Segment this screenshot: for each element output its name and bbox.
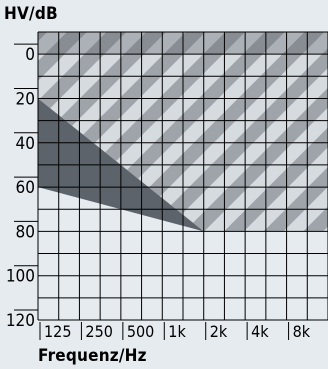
y-tick-label: 100 [6, 267, 35, 287]
x-tick-label: 8k [293, 322, 311, 341]
y-tick-label: 80 [16, 222, 35, 242]
x-tick-label: 125 [44, 322, 71, 341]
y-tick-label: 120 [6, 311, 35, 331]
x-axis-title: Frequenz/Hz [38, 346, 147, 366]
x-tick-label: 500 [127, 322, 154, 341]
x-tick-label: 1k [168, 322, 186, 341]
x-tick-label: 4k [251, 322, 269, 341]
y-axis-title: HV/dB [4, 4, 58, 24]
x-tick-label: 250 [85, 322, 112, 341]
x-tick-label: 2k [210, 322, 228, 341]
y-tick-label: 60 [16, 178, 35, 198]
y-tick-label: 0 [25, 45, 35, 65]
y-tick-label: 20 [16, 89, 35, 109]
y-tick-label: 40 [16, 134, 35, 154]
